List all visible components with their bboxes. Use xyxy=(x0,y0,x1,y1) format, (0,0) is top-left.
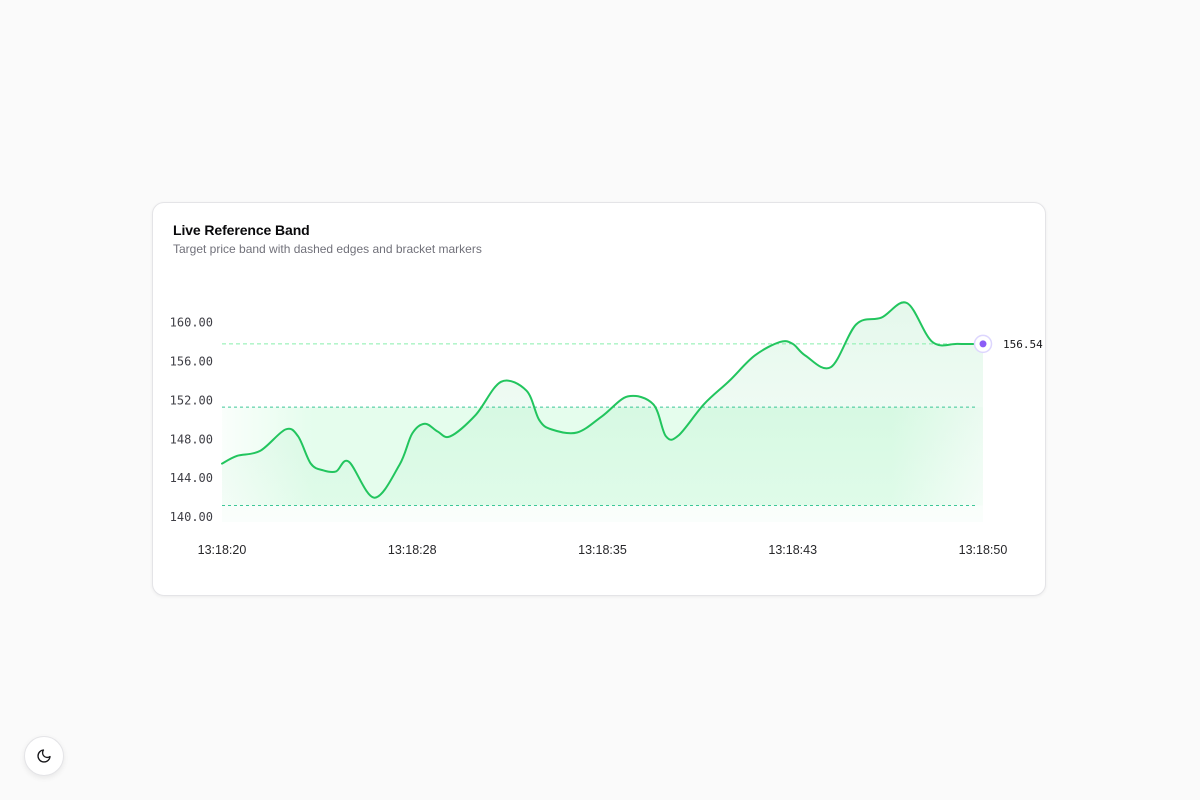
data-point xyxy=(500,381,502,383)
data-point xyxy=(436,430,438,432)
x-tick-label: 13:18:50 xyxy=(959,543,1008,557)
data-point xyxy=(310,462,312,464)
data-point xyxy=(475,414,477,416)
data-point xyxy=(221,462,223,464)
data-point xyxy=(677,434,679,436)
chart-card: Live Reference Band Target price band wi… xyxy=(152,202,1046,596)
y-tick-label: 160.00 xyxy=(170,315,213,329)
data-point xyxy=(297,435,299,437)
data-point xyxy=(880,316,882,318)
data-point xyxy=(855,323,857,325)
data-point xyxy=(779,341,781,343)
y-tick-label: 156.00 xyxy=(170,354,213,368)
y-tick-label: 148.00 xyxy=(170,432,213,446)
data-point xyxy=(665,435,667,437)
y-tick-label: 140.00 xyxy=(170,510,213,524)
data-point xyxy=(906,302,908,304)
data-point xyxy=(373,497,375,499)
data-point xyxy=(551,428,553,430)
data-point xyxy=(411,432,413,434)
last-value-label: 156.54 xyxy=(1003,338,1043,351)
data-point xyxy=(236,455,238,457)
data-point xyxy=(335,470,337,472)
y-tick-label: 144.00 xyxy=(170,471,213,485)
data-point xyxy=(449,435,451,437)
data-point xyxy=(322,469,324,471)
data-point xyxy=(652,403,654,405)
series-area xyxy=(222,302,983,522)
data-point xyxy=(956,343,958,345)
x-tick-label: 13:18:43 xyxy=(768,543,817,557)
data-point xyxy=(525,389,527,391)
card-subtitle: Target price band with dashed edges and … xyxy=(173,242,482,256)
data-point xyxy=(703,403,705,405)
series-line xyxy=(221,301,984,499)
x-tick-label: 13:18:35 xyxy=(578,543,627,557)
data-point xyxy=(259,450,261,452)
x-tick-label: 13:18:20 xyxy=(198,543,247,557)
data-point xyxy=(284,428,286,430)
data-point xyxy=(792,343,794,345)
data-point xyxy=(728,380,730,382)
data-point xyxy=(830,366,832,368)
card-title: Live Reference Band xyxy=(173,222,310,238)
data-point xyxy=(538,419,540,421)
data-point xyxy=(424,423,426,425)
line-chart: 156.54 140.00 144.00 148.00 152.00 156.00 160.… xyxy=(170,301,1043,557)
x-tick-label: 13:18:28 xyxy=(388,543,437,557)
data-point xyxy=(398,463,400,465)
theme-toggle-button[interactable] xyxy=(24,736,64,776)
data-point xyxy=(627,395,629,397)
data-point xyxy=(804,354,806,356)
data-point xyxy=(601,415,603,417)
y-tick-label: 152.00 xyxy=(170,393,213,407)
data-point xyxy=(576,431,578,433)
data-point xyxy=(348,461,350,463)
data-point xyxy=(754,354,756,356)
moon-icon xyxy=(37,749,51,763)
last-value-marker xyxy=(979,340,987,348)
data-point xyxy=(931,341,933,343)
